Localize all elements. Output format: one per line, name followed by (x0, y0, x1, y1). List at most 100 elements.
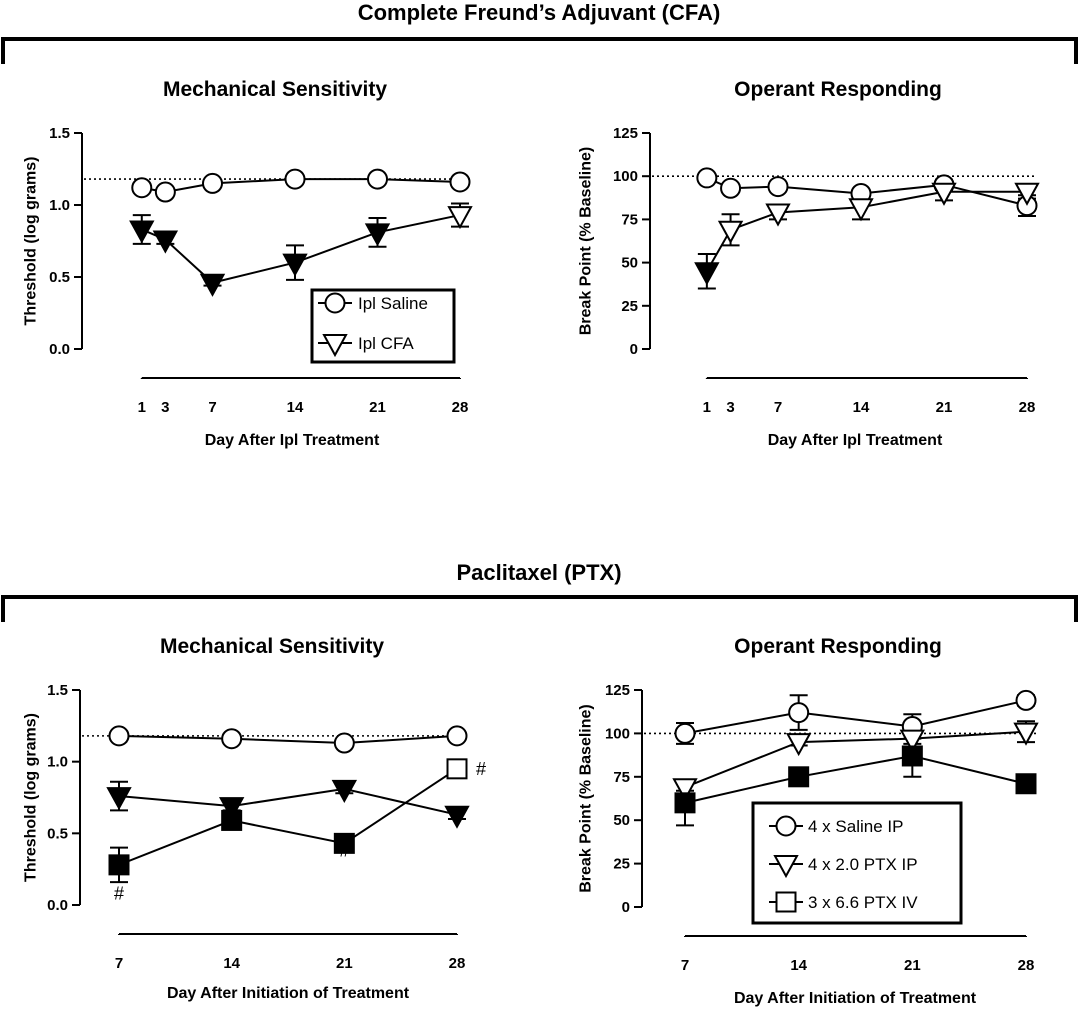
x-tick-label: 14 (287, 399, 304, 416)
data-point-triangle-open (785, 733, 812, 757)
data-point-triangle-open (899, 729, 926, 753)
data-point-circle-open (788, 702, 810, 724)
y-tick-label: 0.0 (47, 897, 68, 914)
section-bracket-ptx (1, 595, 1078, 622)
y-axis-label: Threshold (log grams) (23, 157, 40, 326)
chart-ptx-operant: Operant Responding 0 25 50 75 100 125 Break Poi… (578, 635, 1039, 1007)
series-line (118, 767, 458, 866)
x-tick-label: 3 (726, 399, 734, 416)
data-point-triangle-filled (364, 223, 391, 247)
legend-marker-circle-open (775, 815, 797, 837)
y-tick-label: 25 (621, 298, 638, 315)
data-point-triangle-open (672, 778, 698, 802)
x-tick-label: 21 (936, 399, 953, 416)
data-point-circle-open (696, 167, 718, 189)
legend-marker-square-open (775, 891, 797, 913)
y-tick-label: 0.5 (47, 825, 68, 842)
data-point-circle-open (284, 168, 306, 190)
y-tick-label: 1.0 (47, 754, 68, 771)
x-tick-label: 7 (681, 957, 689, 974)
data-point-triangle-filled (129, 220, 155, 244)
y-axis-label: Threshold (log grams) (23, 713, 40, 882)
data-point-triangle-filled (106, 787, 132, 811)
y-tick-label: 0.5 (49, 269, 70, 286)
y-tick-label: 0 (622, 899, 630, 916)
data-point-square-filled (788, 766, 810, 788)
data-point-circle-open (1015, 689, 1037, 711)
data-point-triangle-open (447, 206, 473, 230)
data-point-triangle-filled (199, 273, 226, 297)
x-tick-label: 7 (774, 399, 782, 416)
x-tick-label: 28 (1019, 399, 1036, 416)
x-tick-label: 14 (790, 957, 807, 974)
data-point-triangle-filled (152, 230, 179, 254)
section-title-cfa: Complete Freund’s Adjuvant (CFA) (358, 0, 721, 25)
series-line (684, 699, 1027, 735)
data-point-circle-open (367, 168, 388, 190)
y-axis-label: Break Point (% Baseline) (578, 147, 595, 336)
data-point-circle-open (674, 722, 696, 744)
y-tick-label: 50 (613, 812, 630, 829)
data-point-triangle-open (717, 220, 744, 244)
data-point-triangle-filled (694, 262, 720, 286)
x-tick-label: 1 (703, 399, 711, 416)
legend-label: 3 x 6.6 PTX IV (808, 893, 918, 912)
x-axis-label: Day After Ipl Treatment (205, 432, 380, 449)
data-point-circle-open (221, 728, 243, 750)
x-tick-label: 28 (449, 955, 466, 972)
y-tick-label: 0 (630, 341, 638, 358)
data-point-circle-open (720, 177, 742, 199)
data-point-square-filled (1015, 773, 1037, 795)
data-point-triangle-filled (331, 779, 358, 803)
y-tick-label: 1.5 (47, 682, 68, 699)
data-point-circle-open (767, 176, 789, 198)
chart-ptx-mech: Mechanical Sensitivity 0.0 0.5 1.0 1.5 Thresh… (23, 635, 486, 1002)
data-point-triangle-open (765, 203, 791, 227)
x-axis-label: Day After Initiation of Treatment (734, 990, 977, 1007)
series-line (118, 734, 458, 745)
y-tick-label: 75 (621, 211, 638, 228)
data-point-square-open (446, 758, 468, 780)
x-tick-label: 1 (138, 399, 146, 416)
data-point-square-filled (674, 792, 696, 814)
y-tick-label: 100 (613, 168, 638, 185)
y-axis-label: Break Point (% Baseline) (578, 704, 595, 893)
data-point-triangle-open (1014, 182, 1040, 206)
legend-label: 4 x Saline IP (808, 817, 903, 836)
data-point-triangle-open (1013, 722, 1039, 746)
data-point-circle-open (131, 177, 153, 199)
data-point-circle-open (108, 725, 130, 747)
section-title-ptx: Paclitaxel (PTX) (456, 560, 621, 585)
chart-title: Mechanical Sensitivity (163, 78, 387, 101)
legend-marker-circle-open (324, 292, 346, 314)
data-point-square-filled (221, 809, 243, 831)
data-point-circle-open (446, 725, 468, 747)
series-line (118, 787, 458, 816)
data-point-square-filled (108, 854, 130, 876)
significance-mark: # (114, 883, 124, 903)
x-tick-label: 28 (452, 399, 469, 416)
legend-marker-triangle-open (773, 855, 799, 879)
y-tick-label: 75 (613, 769, 630, 786)
y-tick-label: 100 (605, 725, 630, 742)
section-bracket-cfa (1, 37, 1078, 64)
data-point-triangle-open (848, 198, 874, 222)
data-point-circle-open (333, 732, 355, 754)
x-tick-label: 21 (336, 955, 353, 972)
legend-label: Ipl Saline (358, 294, 428, 313)
series-line (684, 754, 1027, 804)
data-point-circle-open (154, 181, 176, 203)
x-tick-label: 21 (369, 399, 386, 416)
x-axis-label: Day After Initiation of Treatment (167, 985, 410, 1002)
y-tick-label: 25 (613, 856, 630, 873)
data-point-triangle-open (931, 182, 957, 206)
x-tick-label: 3 (161, 399, 169, 416)
x-tick-label: 21 (904, 957, 921, 974)
series-line (141, 214, 461, 284)
chart-title: Operant Responding (734, 635, 942, 658)
legend-label: 4 x 2.0 PTX IP (808, 855, 918, 874)
data-point-circle-open (449, 171, 471, 193)
y-tick-label: 125 (613, 125, 638, 142)
x-tick-label: 28 (1018, 957, 1035, 974)
